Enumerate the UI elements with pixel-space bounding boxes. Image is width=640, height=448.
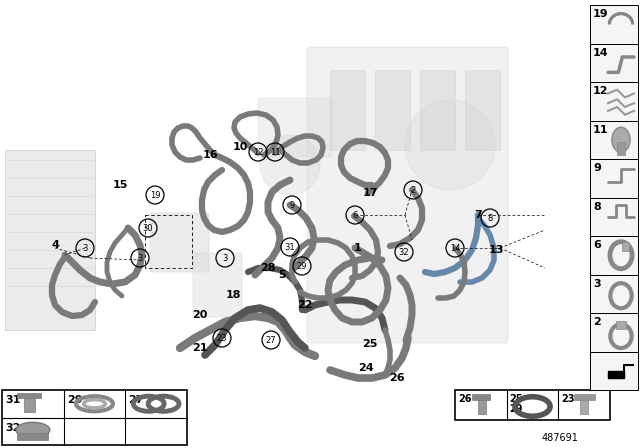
Text: 14: 14: [450, 244, 460, 253]
Bar: [580, 395, 588, 414]
Bar: [590, 198, 638, 236]
Text: 9: 9: [289, 201, 294, 210]
Text: 32: 32: [5, 422, 20, 432]
Bar: [590, 121, 638, 159]
Text: 32: 32: [399, 247, 410, 257]
Text: 2: 2: [593, 317, 601, 327]
Bar: [574, 394, 595, 400]
Text: 26: 26: [389, 373, 405, 383]
Text: 3: 3: [222, 254, 228, 263]
Text: 1: 1: [354, 243, 362, 253]
Text: 18: 18: [225, 290, 241, 300]
Text: 27: 27: [129, 395, 144, 405]
Text: 3: 3: [138, 254, 143, 263]
Bar: [590, 43, 638, 82]
Text: 15: 15: [112, 180, 128, 190]
FancyBboxPatch shape: [307, 47, 508, 343]
Text: 29: 29: [297, 262, 307, 271]
Text: 23: 23: [561, 394, 575, 404]
Text: 19: 19: [150, 190, 160, 199]
FancyBboxPatch shape: [193, 253, 242, 317]
Text: 20: 20: [192, 310, 208, 320]
Bar: [17, 393, 41, 398]
Bar: [5, 150, 95, 330]
Bar: [472, 394, 490, 400]
Text: 25: 25: [362, 339, 378, 349]
Text: 3: 3: [593, 279, 600, 289]
Bar: [590, 275, 638, 313]
Text: 12: 12: [593, 86, 609, 96]
Text: 9: 9: [593, 163, 601, 173]
Text: 4: 4: [51, 240, 59, 250]
Bar: [478, 395, 486, 414]
Bar: [330, 70, 365, 150]
Text: 27: 27: [266, 336, 276, 345]
Text: 13: 13: [488, 245, 504, 255]
Bar: [590, 352, 638, 390]
Text: 30: 30: [143, 224, 154, 233]
Text: 14: 14: [593, 47, 609, 57]
Bar: [617, 142, 625, 155]
Text: 11: 11: [593, 125, 609, 134]
Text: 8: 8: [593, 202, 601, 211]
Text: 25
29: 25 29: [509, 394, 523, 414]
Bar: [455, 390, 610, 420]
Text: 28: 28: [260, 263, 276, 273]
Text: 23: 23: [217, 333, 227, 343]
Text: 26: 26: [458, 394, 472, 404]
Text: 10: 10: [232, 142, 248, 152]
Text: 31: 31: [285, 242, 295, 251]
Text: 487691: 487691: [541, 433, 579, 443]
Text: 8: 8: [487, 214, 493, 223]
FancyBboxPatch shape: [258, 98, 332, 157]
Text: 17: 17: [362, 188, 378, 198]
Text: 24: 24: [358, 363, 374, 373]
Circle shape: [405, 100, 495, 190]
Text: 29: 29: [67, 395, 83, 405]
Bar: [375, 70, 410, 150]
Text: 6: 6: [352, 211, 358, 220]
Ellipse shape: [16, 422, 50, 437]
Circle shape: [260, 135, 320, 195]
Text: 5: 5: [278, 270, 286, 280]
Bar: [622, 242, 628, 251]
Bar: [616, 321, 626, 329]
Bar: [590, 313, 638, 352]
Text: 11: 11: [269, 147, 280, 156]
FancyBboxPatch shape: [150, 213, 209, 272]
Bar: [590, 236, 638, 275]
Ellipse shape: [612, 127, 630, 152]
Polygon shape: [608, 371, 623, 379]
Text: 31: 31: [5, 395, 20, 405]
Text: 7: 7: [474, 210, 482, 220]
Bar: [465, 70, 500, 150]
Bar: [24, 394, 35, 412]
Bar: [590, 159, 638, 198]
Text: 3: 3: [83, 244, 88, 253]
Text: 12: 12: [253, 147, 263, 156]
Text: 21: 21: [192, 343, 208, 353]
Bar: [590, 5, 638, 43]
Text: 19: 19: [593, 9, 609, 19]
Bar: [590, 82, 638, 121]
Text: 6: 6: [593, 240, 601, 250]
Text: 2: 2: [410, 185, 415, 194]
Text: 16: 16: [202, 150, 218, 160]
Bar: [420, 70, 455, 150]
Text: 22: 22: [297, 300, 313, 310]
Bar: [17, 433, 48, 440]
Bar: [2, 390, 187, 445]
